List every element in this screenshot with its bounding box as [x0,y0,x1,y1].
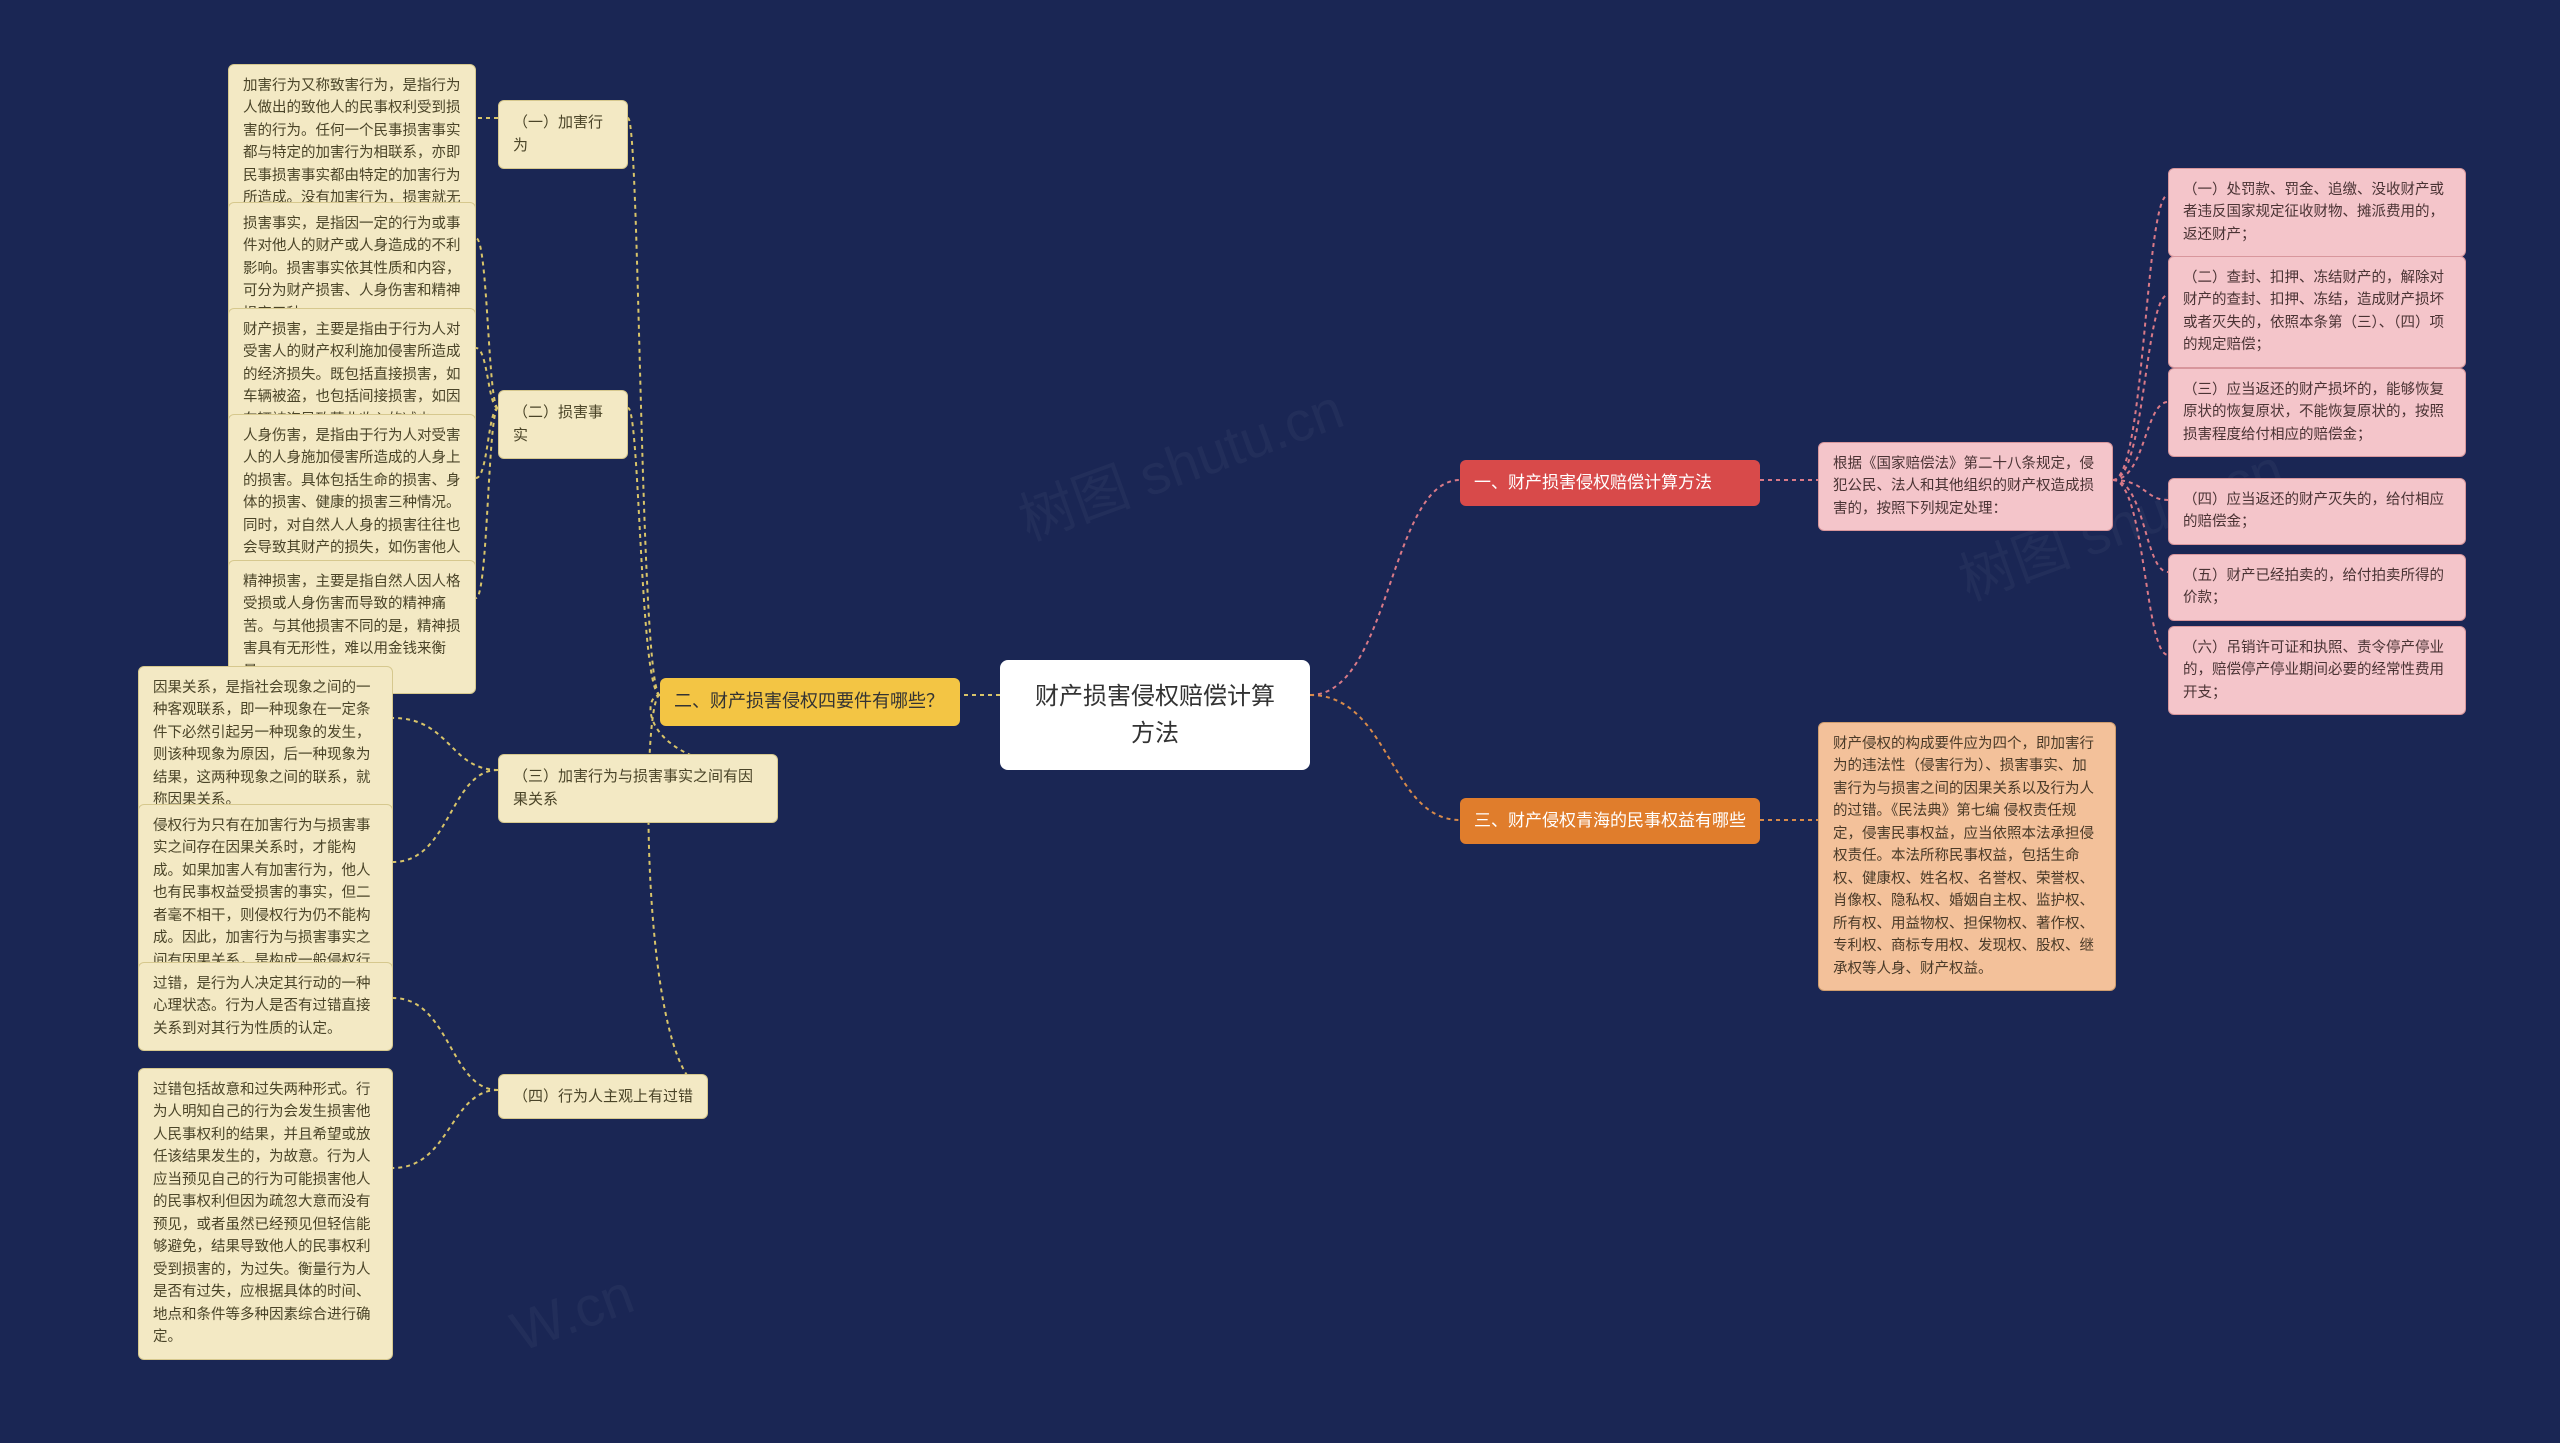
branch2-leaf: 过错，是行为人决定其行动的一种心理状态。行为人是否有过错直接关系到对其行为性质的… [138,962,393,1051]
branch2-sub: （三）加害行为与损害事实之间有因果关系 [498,754,778,823]
leaf-text: （一）处罚款、罚金、追缴、没收财产或者违反国家规定征收财物、摊派费用的，返还财产… [2183,182,2444,243]
sub-label: （三）加害行为与损害事实之间有因果关系 [513,768,753,808]
branch1-desc: 根据《国家赔偿法》第二十八条规定，侵犯公民、法人和其他组织的财产权造成损害的，按… [1818,442,2113,531]
branch2-sub: （二）损害事实 [498,390,628,459]
branch1-item: （五）财产已经拍卖的，给付拍卖所得的价款； [2168,554,2466,621]
branch3-desc-text: 财产侵权的构成要件应为四个，即加害行为的违法性（侵害行为）、损害事实、加害行为与… [1833,736,2094,977]
leaf-text: （六）吊销许可证和执照、责令停产停业的，赔偿停产停业期间必要的经常性费用开支； [2183,640,2444,701]
center-node: 财产损害侵权赔偿计算方法 [1000,660,1310,770]
leaf-text: 过错，是行为人决定其行动的一种心理状态。行为人是否有过错直接关系到对其行为性质的… [153,976,371,1037]
branch3-node: 三、财产侵权青海的民事权益有哪些 [1460,798,1760,844]
leaf-text: 损害事实，是指因一定的行为或事件对他人的财产或人身造成的不利影响。损害事实依其性… [243,216,461,322]
leaf-text: 因果关系，是指社会现象之间的一种客观联系，即一种现象在一定条件下必然引起另一种现… [153,680,371,808]
leaf-text: 过错包括故意和过失两种形式。行为人明知自己的行为会发生损害他人民事权利的结果，并… [153,1082,371,1345]
watermark: 树图 shutu.cn [1006,364,1353,556]
branch2-sub: （四）行为人主观上有过错 [498,1074,708,1119]
branch1-item: （四）应当返还的财产灭失的，给付相应的赔偿金； [2168,478,2466,545]
leaf-text: 精神损害，主要是指自然人因人格受损或人身伤害而导致的精神痛苦。与其他损害不同的是… [243,574,461,680]
center-title: 财产损害侵权赔偿计算方法 [1035,683,1275,747]
branch2-label: 二、财产损害侵权四要件有哪些？ [674,691,944,711]
watermark: W.cn [503,1261,642,1365]
leaf-text: （三）应当返还的财产损坏的，能够恢复原状的恢复原状，不能恢复原状的，按照损害程度… [2183,382,2444,443]
branch2-node: 二、财产损害侵权四要件有哪些？ [660,678,960,726]
leaf-text: （五）财产已经拍卖的，给付拍卖所得的价款； [2183,568,2444,606]
branch1-label: 一、财产损害侵权赔偿计算方法 [1474,473,1712,492]
branch3-label: 三、财产侵权青海的民事权益有哪些 [1474,811,1746,830]
leaf-text: （二）查封、扣押、冻结财产的，解除对财产的查封、扣押、冻结，造成财产损坏或者灭失… [2183,270,2444,353]
branch2-leaf: 过错包括故意和过失两种形式。行为人明知自己的行为会发生损害他人民事权利的结果，并… [138,1068,393,1360]
leaf-text: （四）应当返还的财产灭失的，给付相应的赔偿金； [2183,492,2444,530]
branch1-item: （二）查封、扣押、冻结财产的，解除对财产的查封、扣押、冻结，造成财产损坏或者灭失… [2168,256,2466,368]
branch2-leaf: 因果关系，是指社会现象之间的一种客观联系，即一种现象在一定条件下必然引起另一种现… [138,666,393,823]
branch1-desc-text: 根据《国家赔偿法》第二十八条规定，侵犯公民、法人和其他组织的财产权造成损害的，按… [1833,456,2094,517]
branch3-desc: 财产侵权的构成要件应为四个，即加害行为的违法性（侵害行为）、损害事实、加害行为与… [1818,722,2116,991]
leaf-text: 财产损害，主要是指由于行为人对受害人的财产权利施加侵害所造成的经济损失。既包括直… [243,322,461,428]
branch1-item: （三）应当返还的财产损坏的，能够恢复原状的恢复原状，不能恢复原状的，按照损害程度… [2168,368,2466,457]
branch2-sub: （一）加害行为 [498,100,628,169]
sub-label: （二）损害事实 [513,404,603,444]
branch1-item: （六）吊销许可证和执照、责令停产停业的，赔偿停产停业期间必要的经常性费用开支； [2168,626,2466,715]
branch1-item: （一）处罚款、罚金、追缴、没收财产或者违反国家规定征收财物、摊派费用的，返还财产… [2168,168,2466,257]
sub-label: （四）行为人主观上有过错 [513,1088,693,1105]
sub-label: （一）加害行为 [513,114,603,154]
branch1-node: 一、财产损害侵权赔偿计算方法 [1460,460,1760,506]
